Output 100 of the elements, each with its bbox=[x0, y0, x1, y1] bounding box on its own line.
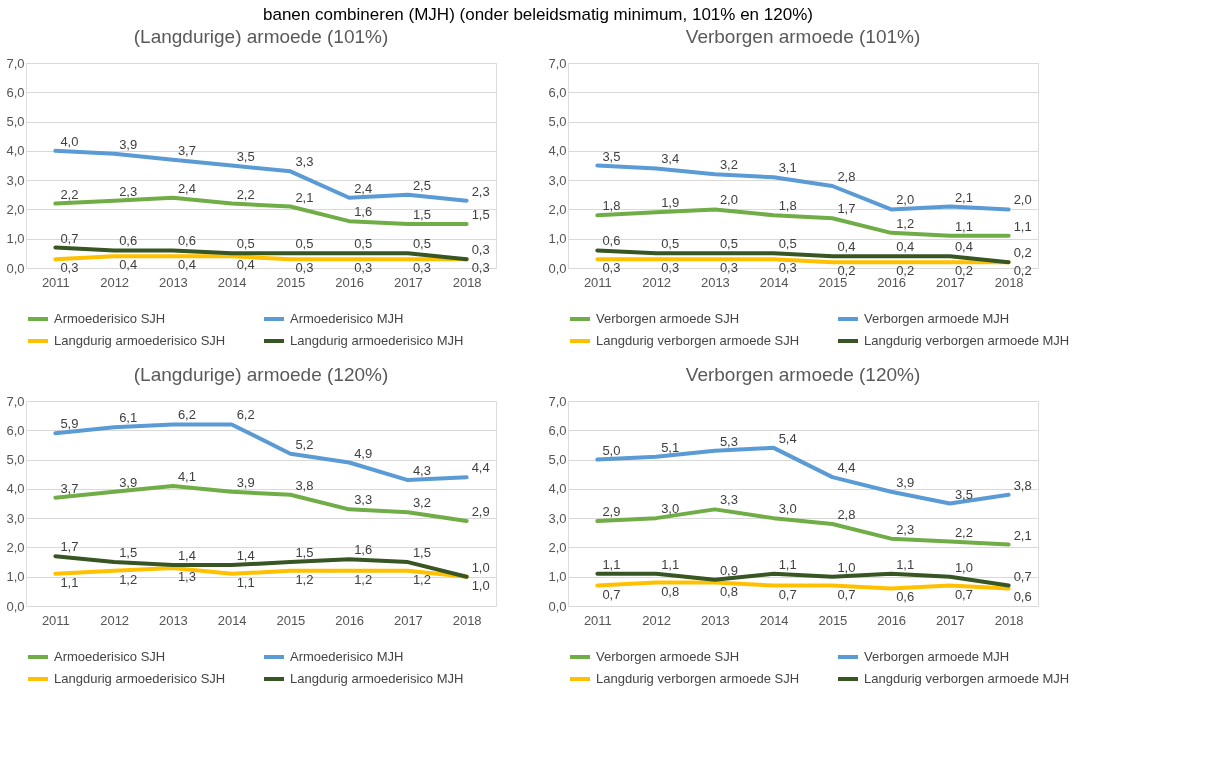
data-label: 0,4 bbox=[954, 239, 973, 255]
data-label: 0,3 bbox=[719, 260, 738, 276]
data-label: 5,3 bbox=[719, 433, 738, 449]
y-tick-label: 4,0 bbox=[6, 481, 25, 497]
data-label: 1,1 bbox=[954, 218, 973, 234]
data-label: 1,8 bbox=[602, 198, 621, 214]
data-label: 1,6 bbox=[354, 542, 373, 558]
data-label: 3,8 bbox=[1013, 477, 1032, 493]
data-label: 1,5 bbox=[471, 207, 490, 223]
data-label: 1,1 bbox=[602, 556, 621, 572]
legend-label: Armoederisico SJH bbox=[54, 649, 166, 664]
data-label: 5,1 bbox=[661, 439, 680, 455]
x-tick-label: 2013 bbox=[700, 612, 730, 628]
data-label: 4,1 bbox=[177, 468, 196, 484]
data-label: 3,8 bbox=[295, 477, 314, 493]
data-label: 1,2 bbox=[119, 571, 138, 587]
x-tick-label: 2012 bbox=[642, 612, 672, 628]
legend-label: Langdurig verborgen armoede SJH bbox=[596, 671, 800, 686]
legend-label: Verborgen armoede SJH bbox=[596, 311, 740, 326]
data-label: 2,2 bbox=[60, 186, 79, 202]
y-tick-label: 7,0 bbox=[6, 393, 25, 409]
y-tick-label: 5,0 bbox=[6, 452, 25, 468]
data-label: 0,3 bbox=[60, 260, 79, 276]
data-label: 1,2 bbox=[354, 571, 373, 587]
data-label: 2,1 bbox=[954, 189, 973, 205]
x-tick-label: 2014 bbox=[759, 274, 789, 290]
y-tick-label: 4,0 bbox=[6, 143, 25, 159]
data-label: 2,9 bbox=[602, 504, 621, 520]
y-tick-label: 1,0 bbox=[6, 569, 25, 585]
data-label: 3,5 bbox=[954, 486, 973, 502]
data-label: 5,2 bbox=[295, 436, 314, 452]
legend-label: Langdurig armoederisico SJH bbox=[54, 671, 226, 686]
legend-label: Langdurig verborgen armoede MJH bbox=[864, 671, 1070, 686]
y-tick-label: 5,0 bbox=[6, 114, 25, 130]
y-tick-label: 1,0 bbox=[6, 231, 25, 247]
data-label: 0,6 bbox=[1013, 589, 1032, 605]
legend-label: Langdurig armoederisico SJH bbox=[54, 333, 226, 348]
x-tick-label: 2017 bbox=[393, 274, 423, 290]
data-label: 0,8 bbox=[661, 583, 680, 599]
x-tick-label: 2013 bbox=[700, 274, 730, 290]
data-label: 1,4 bbox=[236, 548, 255, 563]
y-tick-label: 1,0 bbox=[548, 231, 567, 247]
data-label: 0,4 bbox=[119, 257, 138, 273]
data-label: 1,0 bbox=[471, 559, 490, 575]
y-tick-label: 2,0 bbox=[548, 539, 567, 555]
data-label: 2,4 bbox=[177, 180, 196, 196]
data-label: 3,9 bbox=[896, 474, 915, 490]
data-label: 2,3 bbox=[896, 521, 915, 537]
data-label: 3,2 bbox=[719, 157, 738, 173]
data-label: 2,8 bbox=[837, 169, 856, 184]
data-label: 4,9 bbox=[354, 445, 373, 461]
data-label: 0,7 bbox=[602, 586, 621, 602]
x-tick-label: 2017 bbox=[393, 612, 423, 628]
data-label: 2,0 bbox=[719, 192, 738, 208]
data-label: 0,6 bbox=[177, 233, 196, 249]
data-label: 0,3 bbox=[354, 260, 373, 276]
y-tick-label: 1,0 bbox=[548, 569, 567, 585]
data-label: 1,5 bbox=[295, 545, 314, 561]
data-label: 1,5 bbox=[412, 207, 431, 223]
x-tick-label: 2012 bbox=[642, 274, 672, 290]
data-label: 0,4 bbox=[896, 239, 915, 255]
x-tick-label: 2016 bbox=[877, 612, 907, 628]
y-tick-label: 0,0 bbox=[548, 598, 567, 614]
y-tick-label: 6,0 bbox=[548, 422, 567, 438]
data-label: 2,9 bbox=[471, 504, 490, 520]
data-label: 2,0 bbox=[896, 192, 915, 208]
chart-title: (Langdurige) armoede (120%) bbox=[133, 364, 389, 385]
x-tick-label: 2011 bbox=[41, 274, 70, 290]
data-label: 0,7 bbox=[778, 586, 797, 602]
data-label: 0,5 bbox=[719, 236, 738, 252]
data-label: 1,3 bbox=[177, 568, 196, 584]
data-label: 1,7 bbox=[60, 539, 79, 555]
data-label: 1,2 bbox=[295, 571, 314, 587]
chart-title: (Langdurige) armoede (101%) bbox=[133, 26, 389, 47]
y-tick-label: 7,0 bbox=[548, 55, 567, 71]
x-tick-label: 2014 bbox=[759, 612, 789, 628]
data-label: 0,8 bbox=[719, 583, 738, 599]
y-tick-label: 3,0 bbox=[6, 172, 25, 188]
x-tick-label: 2011 bbox=[583, 612, 612, 628]
y-tick-label: 6,0 bbox=[6, 422, 25, 438]
y-tick-label: 3,0 bbox=[6, 510, 25, 526]
data-label: 0,7 bbox=[60, 230, 79, 246]
data-label: 1,7 bbox=[837, 201, 856, 217]
text: banen combineren (MJH) (onder beleidsmatig minimum, 101% en 120%) bbox=[263, 4, 813, 24]
data-label: 0,9 bbox=[719, 562, 738, 578]
data-label: 0,4 bbox=[837, 239, 856, 255]
data-label: 1,0 bbox=[837, 559, 856, 575]
legend-label: Langdurig armoederisico MJH bbox=[290, 671, 464, 686]
x-tick-label: 2014 bbox=[217, 612, 247, 628]
data-label: 3,4 bbox=[661, 151, 680, 167]
legend-label: Langdurig verborgen armoede SJH bbox=[596, 333, 800, 348]
x-tick-label: 2015 bbox=[276, 274, 306, 290]
data-label: 2,4 bbox=[354, 180, 373, 196]
data-label: 0,5 bbox=[778, 236, 797, 252]
data-label: 0,5 bbox=[295, 236, 314, 252]
x-tick-label: 2018 bbox=[452, 612, 482, 628]
legend-label: Langdurig armoederisico MJH bbox=[290, 333, 464, 348]
data-label: 0,3 bbox=[471, 260, 490, 276]
x-tick-label: 2015 bbox=[276, 612, 306, 628]
chart-title: Verborgen armoede (120%) bbox=[685, 364, 921, 385]
